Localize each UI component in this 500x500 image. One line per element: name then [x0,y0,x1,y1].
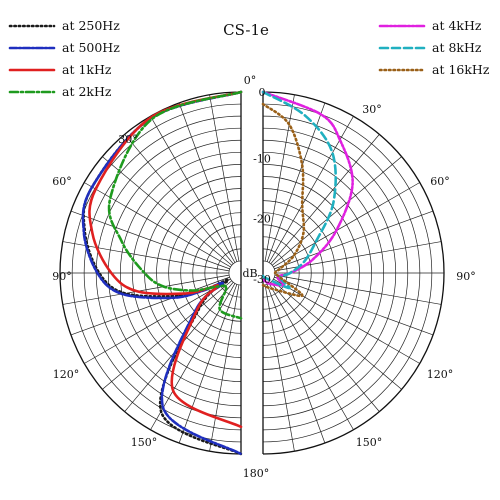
grid-spoke [70,276,230,336]
radial-tick-label: -30 [253,273,271,286]
chart-title: CS-1e [223,21,269,39]
grid-spoke [84,182,231,268]
grid-spoke [209,94,240,262]
legend-label: at 2kHz [62,84,112,99]
grid-spoke [62,274,230,305]
angle-label: 150° [356,436,383,449]
grid-spoke [178,284,238,444]
grid-spoke [274,274,442,305]
grid-spoke [273,278,420,364]
grid-spoke [270,282,380,412]
radial-tick-label: -10 [253,152,271,165]
grid-spoke [266,284,326,444]
radial-tick-label: 0 [259,86,266,99]
grid-spoke [273,182,420,268]
angle-label: 0° [244,74,257,87]
grid-spoke [272,280,402,390]
grid-spoke [209,284,240,452]
angle-label: 60° [52,175,72,188]
legend-label: at 250Hz [62,18,120,33]
angle-label: 120° [53,368,80,381]
polar-labels: CS-1e dB 0 -10 -20 -30 0° 30° 60° 90° 120° 150° 18… [52,21,476,480]
unit-label: dB [242,267,257,280]
legend-label: at 4kHz [432,18,482,33]
grid-spoke [264,284,295,452]
grid-spoke [70,210,230,270]
grid-spoke [150,283,236,430]
series-line [107,90,243,320]
grid-spoke [102,156,232,266]
grid-spoke [266,102,326,262]
grid-spoke [274,210,434,270]
radial-tick-label: -20 [253,213,271,226]
angle-label: 120° [427,368,454,381]
series-line [261,90,338,290]
grid-spoke [268,283,354,430]
legend: at 250Hz at 500Hz at 1kHz at 2kHz at 4kHz at … [8,18,490,99]
grid-spoke [270,134,380,264]
legend-label: at 16kHz [432,62,490,77]
angle-label: 90° [456,270,476,283]
series-line [88,90,243,429]
grid-spoke [274,276,434,336]
grid-spoke [84,278,231,364]
angle-label: 150° [131,436,158,449]
grid-spoke [102,280,232,390]
grid-spoke [264,94,295,262]
series-line [261,102,306,298]
angle-label: 30° [362,103,382,116]
grid-spoke [150,116,236,263]
legend-label: at 1kHz [62,62,112,77]
polar-series [81,90,354,456]
grid-spoke [272,156,402,266]
legend-label: at 8kHz [432,40,482,55]
angle-label: 90° [52,270,72,283]
angle-label: 30° [118,133,138,146]
grid-spoke [124,134,234,264]
polar-grid [59,91,445,455]
series-line [81,90,243,456]
angle-label: 180° [243,467,270,480]
grid-spoke [178,102,238,262]
grid-spoke [62,241,230,272]
legend-label: at 500Hz [62,40,120,55]
angle-label: 60° [430,175,450,188]
